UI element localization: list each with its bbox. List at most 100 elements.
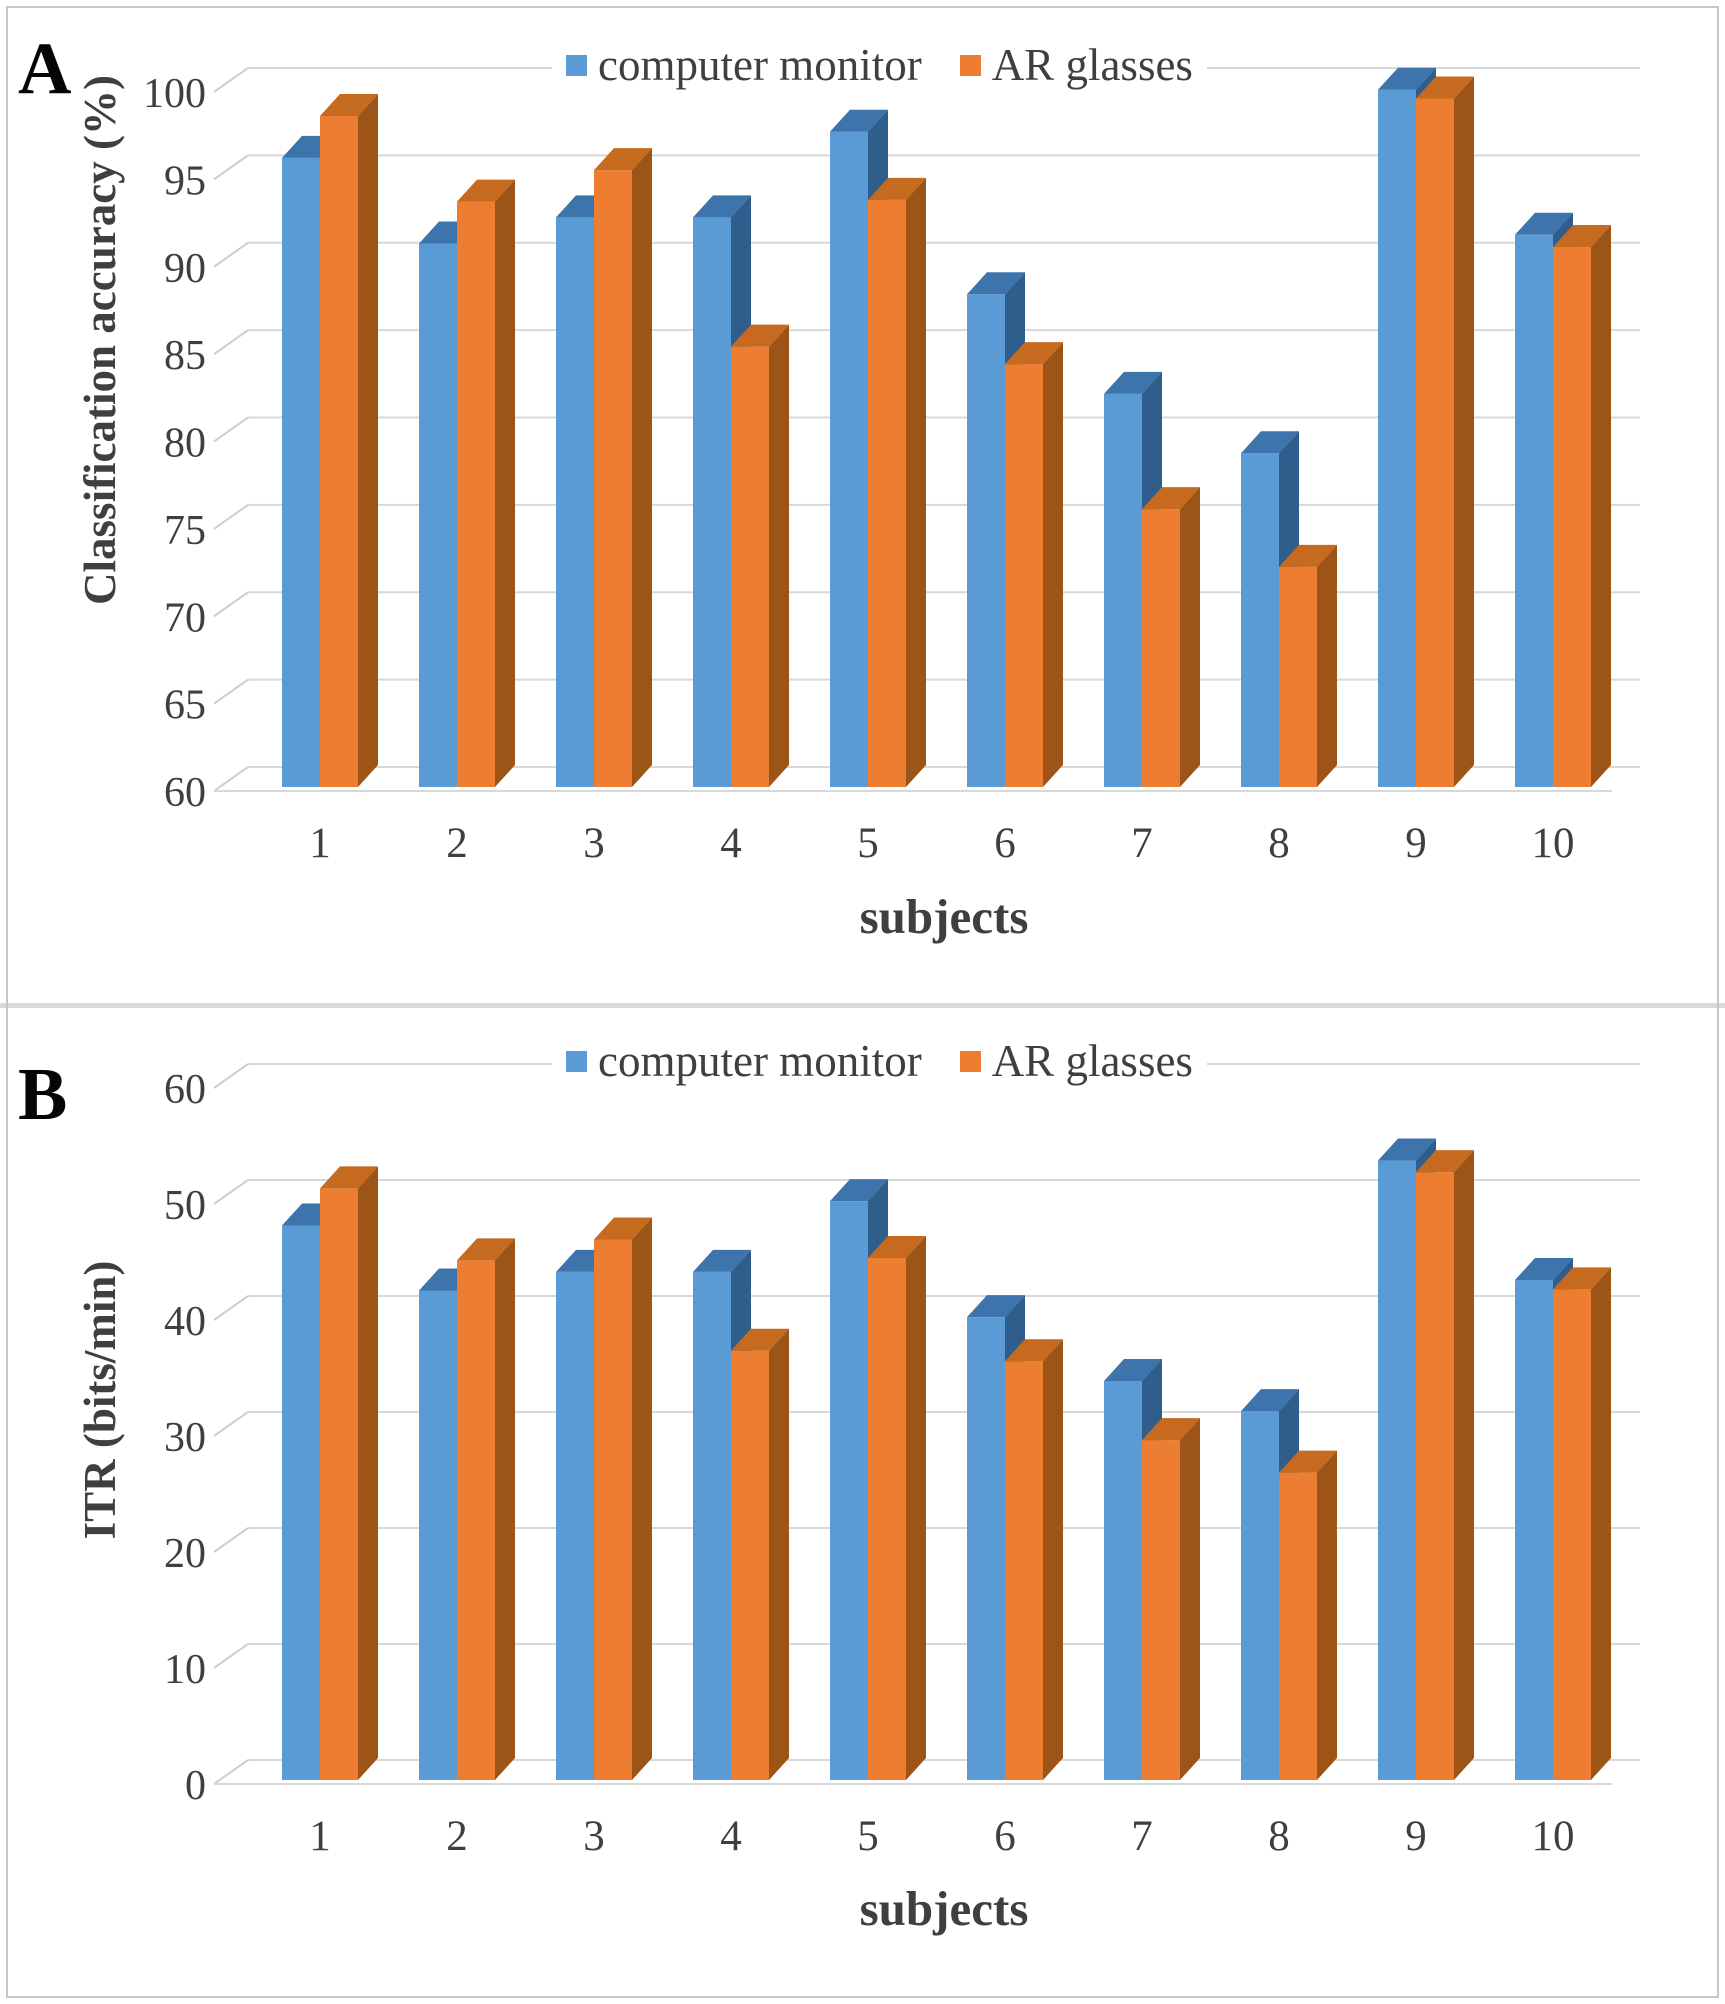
bar-ar-glasses-subject-8: [1279, 566, 1317, 787]
y-tick-mark: [213, 1063, 249, 1089]
bar-ar-glasses-subject-6: [1005, 364, 1043, 787]
bar-ar-glasses-subject-10: [1591, 1267, 1611, 1780]
bar-ar-glasses-subject-7: [1180, 487, 1200, 787]
y-tick-label: 60: [164, 1067, 206, 1113]
bar-computer-monitor-subject-7: [1104, 371, 1162, 394]
panel-b-y-axis-title: ITR (bits/min): [75, 1260, 125, 1540]
y-tick-mark: [213, 329, 249, 355]
bar-computer-monitor-subject-6: [967, 272, 1025, 295]
bar-ar-glasses-subject-5: [868, 199, 906, 788]
bar-ar-glasses-subject-4: [731, 1328, 789, 1351]
panel-divider: [0, 1003, 1725, 1008]
bar-computer-monitor-subject-10: [1515, 234, 1553, 788]
bar-computer-monitor-subject-9: [1378, 1138, 1436, 1161]
x-tick-label-subject-5: 5: [857, 820, 879, 867]
bar-computer-monitor-subject-1: [282, 157, 320, 787]
y-tick-label: 0: [185, 1763, 206, 1809]
bar-ar-glasses-subject-6: [1005, 1361, 1043, 1780]
y-tick-mark: [213, 154, 249, 181]
bar-ar-glasses-subject-5: [906, 1236, 926, 1780]
legend-label-computer-monitor: computer monitor: [598, 1036, 922, 1086]
bar-computer-monitor-subject-1: [282, 1225, 320, 1780]
bar-ar-glasses-subject-4: [731, 324, 789, 347]
y-tick-label: 70: [164, 595, 206, 641]
x-tick-label-subject-7: 7: [1131, 1813, 1153, 1860]
x-tick-label-subject-6: 6: [994, 1813, 1016, 1860]
bar-ar-glasses-subject-3: [594, 170, 632, 787]
panel-a-legend: computer monitor AR glasses: [552, 38, 1207, 92]
bar-ar-glasses-subject-7: [1142, 509, 1180, 787]
y-tick-mark: [213, 1527, 249, 1553]
x-tick-label-subject-10: 10: [1532, 820, 1575, 867]
y-tick-label: 65: [164, 683, 206, 729]
bar-computer-monitor-subject-3: [556, 1271, 594, 1780]
y-tick-label: 30: [164, 1415, 206, 1461]
y-tick-label: 90: [164, 246, 206, 292]
bar-computer-monitor-subject-7: [1104, 1358, 1162, 1381]
bar-ar-glasses-subject-4: [769, 324, 789, 787]
x-tick-label-subject-1: 1: [309, 820, 331, 867]
bar-computer-monitor-subject-8: [1241, 431, 1299, 454]
bar-ar-glasses-subject-1: [358, 93, 378, 787]
panel-a-y-axis-title: Classification accuracy (%): [75, 75, 125, 605]
bar-ar-glasses-subject-5: [868, 177, 926, 200]
x-tick-label-subject-4: 4: [720, 1813, 742, 1860]
bar-ar-glasses-subject-8: [1279, 1450, 1337, 1473]
computer-monitor-swatch-icon: [566, 54, 587, 76]
x-tick-label-subject-1: 1: [309, 1813, 331, 1860]
bar-computer-monitor-subject-5: [830, 1179, 888, 1202]
y-tick-mark: [213, 241, 249, 268]
bar-computer-monitor-subject-6: [967, 294, 1005, 787]
bar-computer-monitor-subject-5: [830, 1201, 868, 1780]
x-tick-label-subject-6: 6: [994, 820, 1016, 867]
bar-ar-glasses-subject-6: [1043, 1339, 1063, 1780]
bar-ar-glasses-subject-3: [632, 1217, 652, 1780]
bar-computer-monitor-subject-8: [1241, 1389, 1299, 1412]
bar-ar-glasses-subject-10: [1553, 247, 1591, 787]
y-tick-label: 80: [164, 421, 206, 467]
panel-a-x-axis-title: subjects: [859, 889, 1029, 944]
bar-ar-glasses-subject-2: [457, 179, 515, 202]
bar-ar-glasses-subject-7: [1142, 487, 1200, 510]
y-tick-mark: [213, 1179, 249, 1205]
x-tick-label-subject-8: 8: [1268, 1813, 1290, 1860]
panel-b-letter: B: [18, 1054, 68, 1136]
x-tick-label-subject-7: 7: [1131, 820, 1153, 867]
bar-ar-glasses-subject-10: [1591, 225, 1611, 787]
bar-computer-monitor-subject-8: [1241, 453, 1279, 787]
y-tick-label: 100: [143, 71, 206, 117]
bar-computer-monitor-subject-4: [693, 217, 731, 787]
x-tick-label-subject-3: 3: [583, 1813, 605, 1860]
legend-label-ar-glasses: AR glasses: [991, 1036, 1193, 1086]
bar-computer-monitor-subject-5: [830, 109, 888, 132]
y-tick-label: 95: [164, 158, 206, 204]
legend-entry-ar-glasses: AR glasses: [959, 1034, 1193, 1088]
bar-ar-glasses-subject-7: [1142, 1440, 1180, 1780]
bar-computer-monitor-subject-5: [830, 131, 868, 787]
x-tick-label-subject-10: 10: [1532, 1813, 1575, 1860]
bar-ar-glasses-subject-9: [1416, 76, 1474, 99]
bar-ar-glasses-subject-8: [1279, 544, 1337, 567]
bar-ar-glasses-subject-2: [457, 1260, 495, 1780]
bar-ar-glasses-subject-6: [1005, 1339, 1063, 1362]
bar-ar-glasses-subject-6: [1043, 342, 1063, 787]
bar-computer-monitor-subject-4: [693, 1249, 751, 1272]
bar-ar-glasses-subject-7: [1142, 1418, 1200, 1441]
bar-ar-glasses-subject-1: [320, 93, 378, 116]
computer-monitor-swatch-icon: [566, 1050, 587, 1072]
bar-ar-glasses-subject-10: [1553, 1289, 1591, 1780]
legend-entry-computer-monitor: computer monitor: [566, 38, 922, 92]
legend-entry-ar-glasses: AR glasses: [959, 38, 1193, 92]
x-tick-label-subject-2: 2: [446, 1813, 468, 1860]
ar-glasses-swatch-icon: [959, 54, 981, 76]
bar-ar-glasses-subject-10: [1553, 1267, 1611, 1290]
y-tick-mark: [213, 1295, 249, 1321]
bar-ar-glasses-subject-9: [1416, 1172, 1454, 1780]
bar-computer-monitor-subject-10: [1515, 1258, 1573, 1281]
bar-ar-glasses-subject-1: [320, 115, 358, 787]
bar-computer-monitor-subject-9: [1378, 67, 1436, 90]
y-tick-mark: [213, 766, 249, 792]
bar-computer-monitor-subject-3: [556, 217, 594, 787]
